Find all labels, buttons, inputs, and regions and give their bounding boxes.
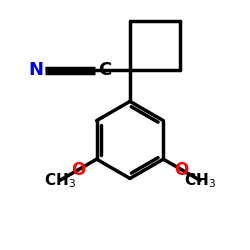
Text: CH$_3$: CH$_3$	[184, 171, 216, 190]
Text: C: C	[98, 61, 111, 79]
Text: N: N	[28, 61, 43, 79]
Text: O: O	[174, 161, 189, 179]
Text: O: O	[71, 161, 86, 179]
Text: CH$_3$: CH$_3$	[44, 171, 76, 190]
